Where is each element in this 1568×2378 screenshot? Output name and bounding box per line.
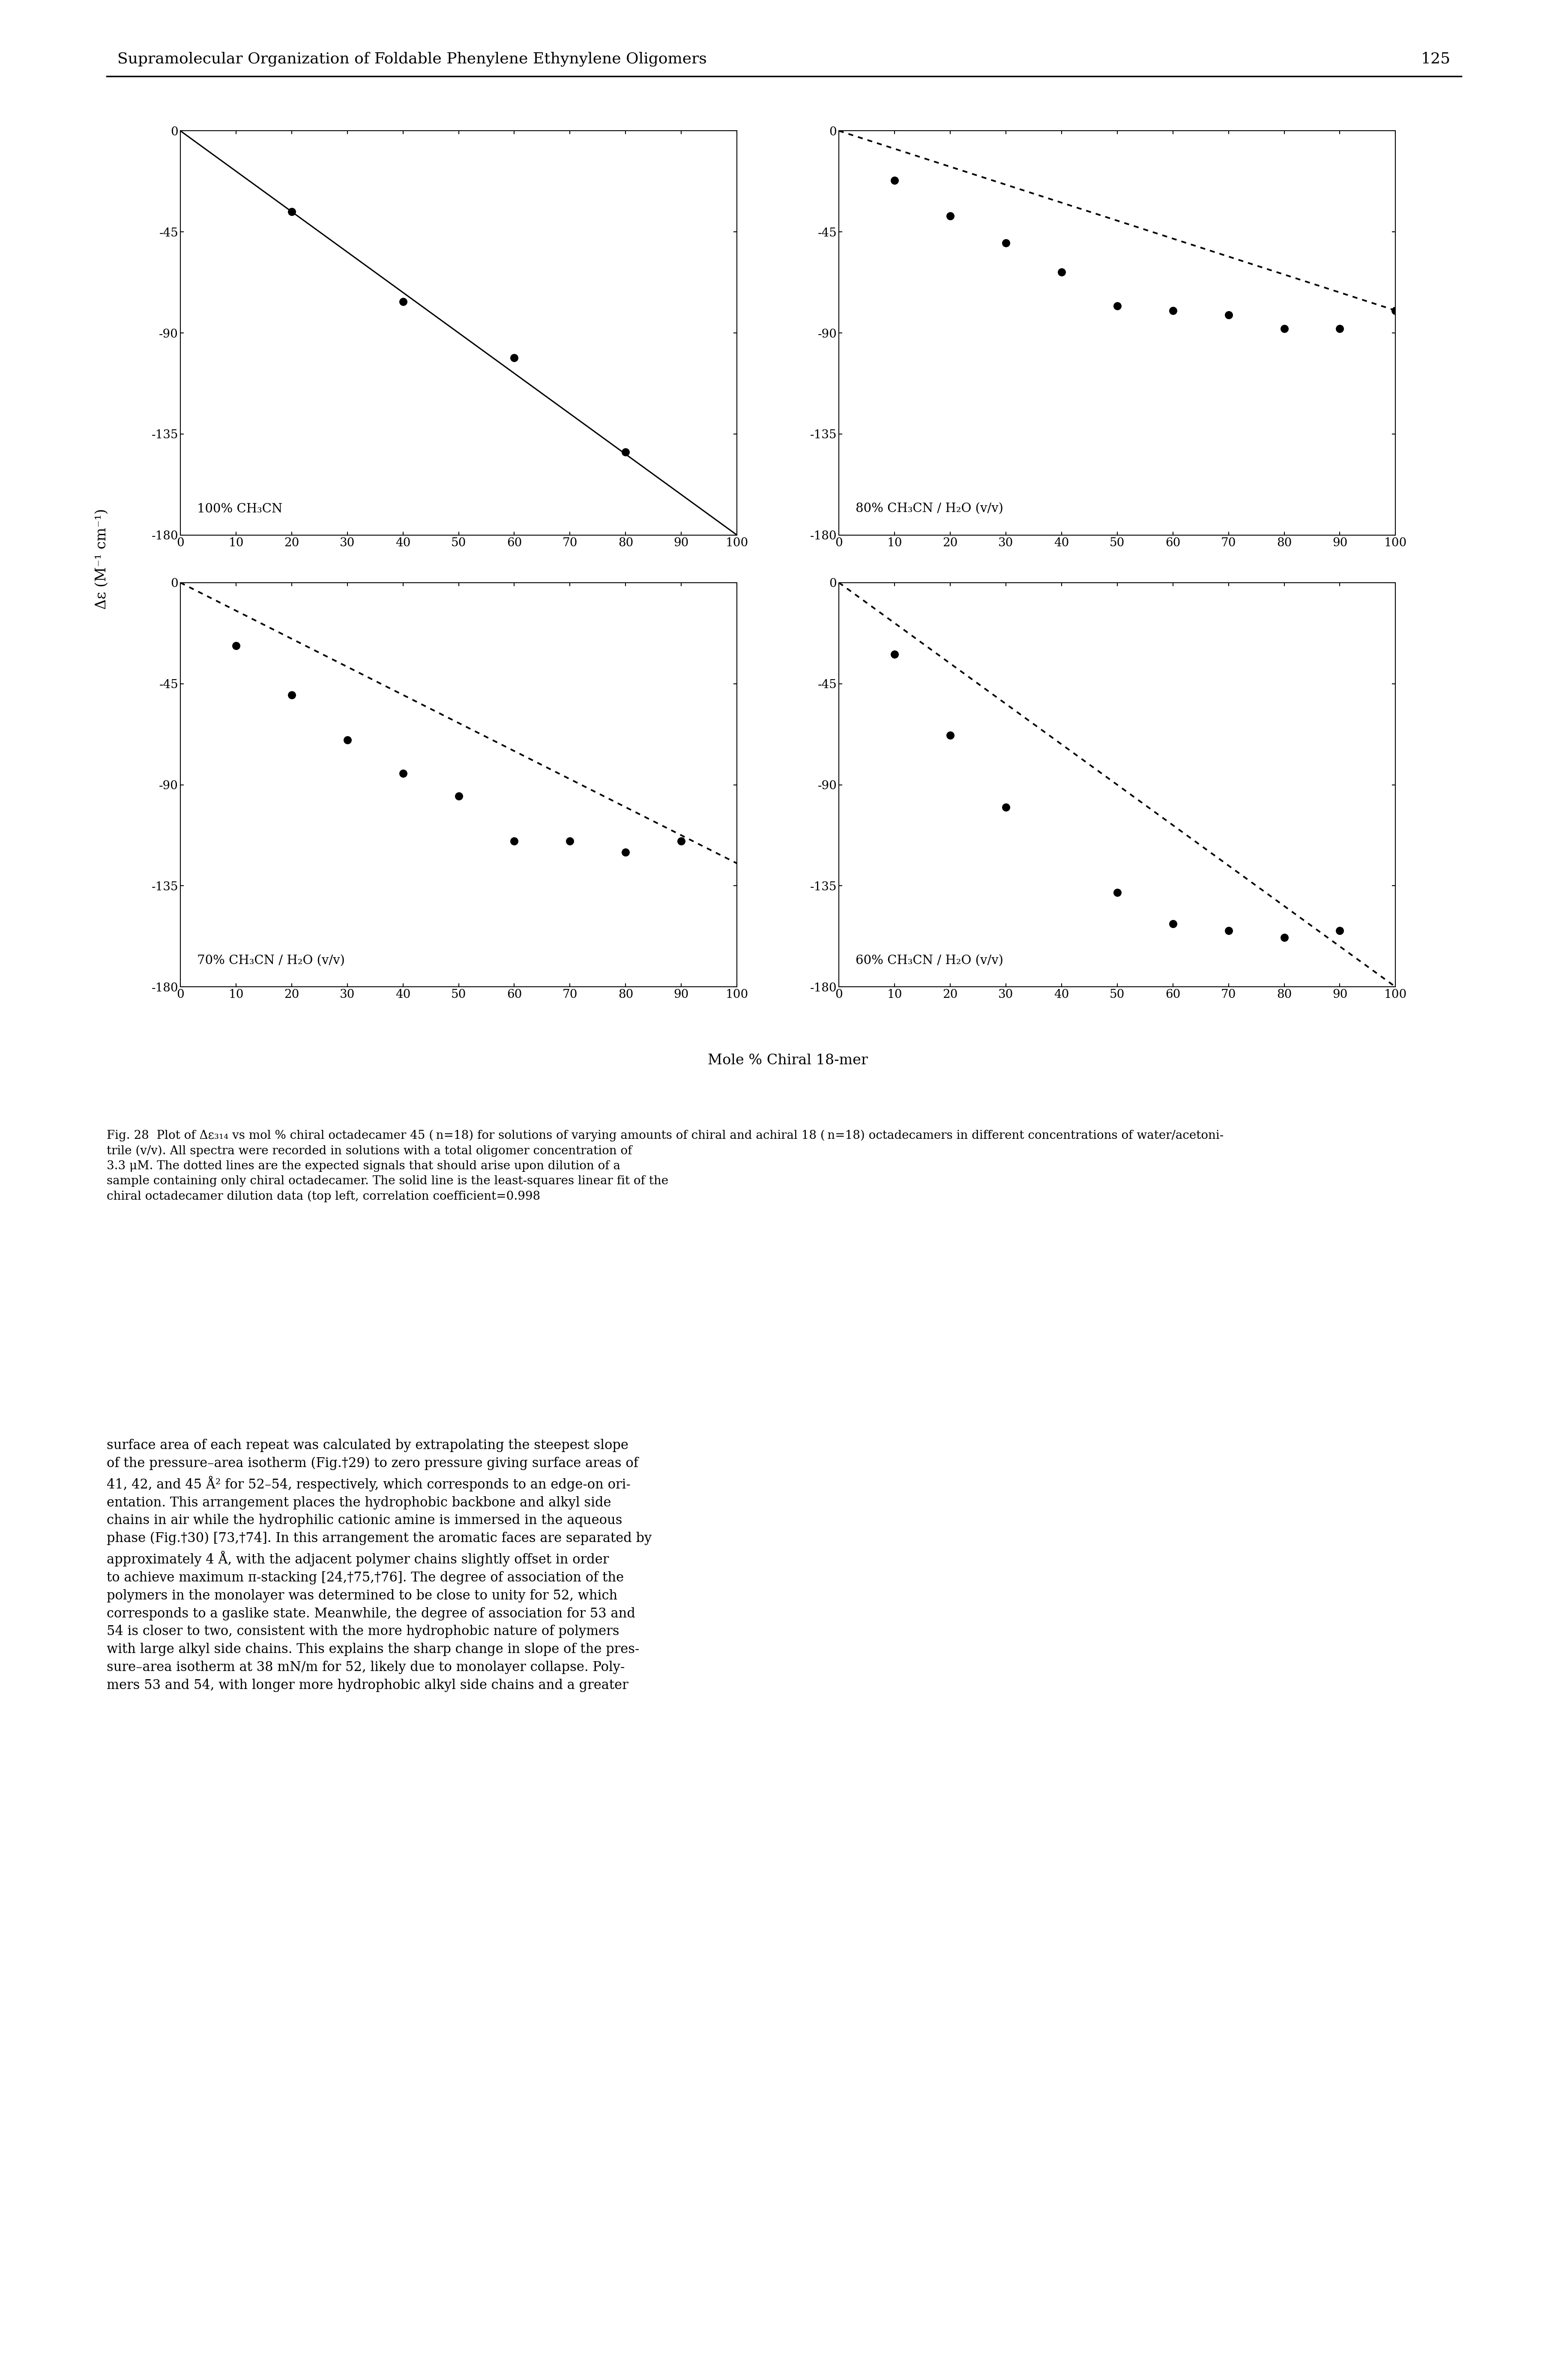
Point (668, 823, 693, 861)
Text: 70% CH₃CN / H₂O (v/v): 70% CH₃CN / H₂O (v/v) (198, 954, 345, 965)
Point (557, 823, 582, 861)
Point (1104, 873, 1129, 911)
Point (881, 635, 906, 673)
Point (279, 193, 304, 231)
Point (994, 787, 1019, 825)
Point (1217, 911, 1242, 949)
Text: surface area of each repeat was calculated by extrapolating the steepest slope
o: surface area of each repeat was calculat… (107, 1439, 652, 1693)
Text: 60% CH₃CN / H₂O (v/v): 60% CH₃CN / H₂O (v/v) (856, 954, 1004, 965)
Point (224, 625, 249, 663)
Point (1272, 309, 1297, 347)
Point (502, 823, 527, 861)
Point (613, 433, 638, 471)
Point (1272, 918, 1297, 956)
Point (1327, 309, 1352, 347)
Point (1327, 911, 1352, 949)
Text: 125: 125 (1421, 52, 1450, 67)
Point (1049, 254, 1074, 292)
Point (1160, 292, 1185, 331)
Point (445, 778, 470, 816)
Point (1217, 295, 1242, 333)
Text: Supramolecular Organization of Foldable Phenylene Ethynylene Oligomers: Supramolecular Organization of Foldable … (118, 52, 707, 67)
Point (390, 754, 416, 792)
Point (881, 162, 906, 200)
Point (390, 283, 416, 321)
Text: 100% CH₃CN: 100% CH₃CN (198, 502, 282, 514)
Point (279, 675, 304, 713)
Point (1160, 906, 1185, 944)
Point (1383, 292, 1408, 331)
Point (613, 832, 638, 870)
Point (334, 721, 359, 759)
Text: Δε (M⁻¹ cm⁻¹): Δε (M⁻¹ cm⁻¹) (96, 509, 108, 609)
Text: 80% CH₃CN / H₂O (v/v): 80% CH₃CN / H₂O (v/v) (856, 502, 1004, 514)
Text: Fig. 28  Plot of Δε₃₁₄ vs mol % chiral octadecamer 45 ( n=18) for solutions of v: Fig. 28 Plot of Δε₃₁₄ vs mol % chiral oc… (107, 1130, 1223, 1203)
Point (994, 224, 1019, 262)
Point (938, 716, 963, 754)
Point (1104, 288, 1129, 326)
Point (502, 338, 527, 376)
Text: Mole % Chiral 18-mer: Mole % Chiral 18-mer (707, 1053, 869, 1068)
Point (938, 197, 963, 235)
